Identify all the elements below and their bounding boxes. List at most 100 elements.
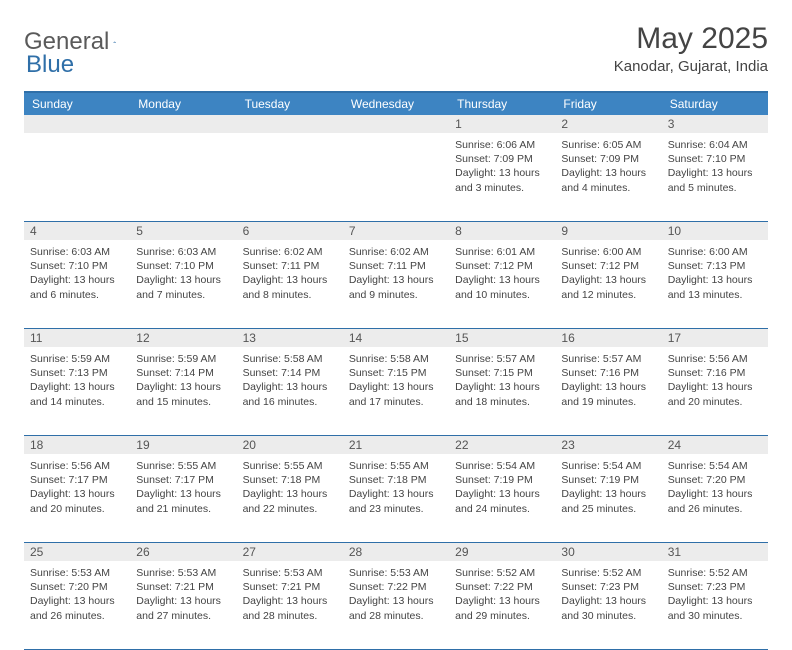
sunset-text: Sunset: 7:20 PM — [668, 473, 762, 487]
daylight-text: Daylight: 13 hours and 8 minutes. — [243, 273, 337, 301]
daylight-text: Daylight: 13 hours and 4 minutes. — [561, 166, 655, 194]
day-cell-content: Sunrise: 6:03 AMSunset: 7:10 PMDaylight:… — [30, 243, 124, 302]
sunset-text: Sunset: 7:10 PM — [136, 259, 230, 273]
date-cell: 22 — [449, 436, 555, 454]
day-cell: Sunrise: 5:52 AMSunset: 7:23 PMDaylight:… — [555, 561, 661, 649]
daylight-text: Daylight: 13 hours and 23 minutes. — [349, 487, 443, 515]
week-date-row: 123 — [24, 115, 768, 133]
date-cell — [24, 115, 130, 133]
day-cell: Sunrise: 5:59 AMSunset: 7:14 PMDaylight:… — [130, 347, 236, 435]
daylight-text: Daylight: 13 hours and 12 minutes. — [561, 273, 655, 301]
daylight-text: Daylight: 13 hours and 25 minutes. — [561, 487, 655, 515]
day-cell: Sunrise: 5:54 AMSunset: 7:19 PMDaylight:… — [449, 454, 555, 542]
date-cell: 25 — [24, 543, 130, 561]
week-date-row: 18192021222324 — [24, 436, 768, 454]
day-cell: Sunrise: 5:53 AMSunset: 7:21 PMDaylight:… — [130, 561, 236, 649]
sunset-text: Sunset: 7:17 PM — [30, 473, 124, 487]
sunset-text: Sunset: 7:18 PM — [243, 473, 337, 487]
day-cell-content: Sunrise: 6:03 AMSunset: 7:10 PMDaylight:… — [136, 243, 230, 302]
day-cell: Sunrise: 6:00 AMSunset: 7:12 PMDaylight:… — [555, 240, 661, 328]
day-cell: Sunrise: 5:53 AMSunset: 7:21 PMDaylight:… — [237, 561, 343, 649]
sunrise-text: Sunrise: 6:04 AM — [668, 138, 762, 152]
date-cell: 23 — [555, 436, 661, 454]
sunset-text: Sunset: 7:19 PM — [455, 473, 549, 487]
day-cell: Sunrise: 5:54 AMSunset: 7:20 PMDaylight:… — [662, 454, 768, 542]
date-cell: 11 — [24, 329, 130, 347]
sunrise-text: Sunrise: 5:54 AM — [561, 459, 655, 473]
sunset-text: Sunset: 7:09 PM — [455, 152, 549, 166]
date-cell: 10 — [662, 222, 768, 240]
sunset-text: Sunset: 7:23 PM — [561, 580, 655, 594]
sunrise-text: Sunrise: 5:56 AM — [30, 459, 124, 473]
day-cell-content: Sunrise: 5:58 AMSunset: 7:14 PMDaylight:… — [243, 350, 337, 409]
sunrise-text: Sunrise: 6:06 AM — [455, 138, 549, 152]
day-header-wed: Wednesday — [343, 93, 449, 115]
sunset-text: Sunset: 7:13 PM — [30, 366, 124, 380]
daylight-text: Daylight: 13 hours and 16 minutes. — [243, 380, 337, 408]
day-cell: Sunrise: 5:52 AMSunset: 7:23 PMDaylight:… — [662, 561, 768, 649]
daylight-text: Daylight: 13 hours and 9 minutes. — [349, 273, 443, 301]
date-cell: 24 — [662, 436, 768, 454]
day-cell — [343, 133, 449, 221]
sunset-text: Sunset: 7:14 PM — [243, 366, 337, 380]
daylight-text: Daylight: 13 hours and 20 minutes. — [668, 380, 762, 408]
daylight-text: Daylight: 13 hours and 14 minutes. — [30, 380, 124, 408]
sunrise-text: Sunrise: 5:58 AM — [243, 352, 337, 366]
day-cell: Sunrise: 5:55 AMSunset: 7:18 PMDaylight:… — [237, 454, 343, 542]
date-cell: 2 — [555, 115, 661, 133]
day-cell: Sunrise: 5:52 AMSunset: 7:22 PMDaylight:… — [449, 561, 555, 649]
daylight-text: Daylight: 13 hours and 15 minutes. — [136, 380, 230, 408]
day-header-sat: Saturday — [662, 93, 768, 115]
day-cell: Sunrise: 6:03 AMSunset: 7:10 PMDaylight:… — [24, 240, 130, 328]
sunrise-text: Sunrise: 6:01 AM — [455, 245, 549, 259]
date-cell — [343, 115, 449, 133]
daylight-text: Daylight: 13 hours and 3 minutes. — [455, 166, 549, 194]
daylight-text: Daylight: 13 hours and 6 minutes. — [30, 273, 124, 301]
sunrise-text: Sunrise: 6:03 AM — [30, 245, 124, 259]
daylight-text: Daylight: 13 hours and 13 minutes. — [668, 273, 762, 301]
weeks-container: 123Sunrise: 6:06 AMSunset: 7:09 PMDaylig… — [24, 115, 768, 650]
date-cell: 21 — [343, 436, 449, 454]
date-cell: 27 — [237, 543, 343, 561]
daylight-text: Daylight: 13 hours and 27 minutes. — [136, 594, 230, 622]
daylight-text: Daylight: 13 hours and 5 minutes. — [668, 166, 762, 194]
daylight-text: Daylight: 13 hours and 19 minutes. — [561, 380, 655, 408]
date-cell: 4 — [24, 222, 130, 240]
sunrise-text: Sunrise: 5:57 AM — [561, 352, 655, 366]
day-cell-content: Sunrise: 6:01 AMSunset: 7:12 PMDaylight:… — [455, 243, 549, 302]
sunset-text: Sunset: 7:13 PM — [668, 259, 762, 273]
day-cell — [237, 133, 343, 221]
day-cell-content: Sunrise: 6:05 AMSunset: 7:09 PMDaylight:… — [561, 136, 655, 195]
day-cell-content: Sunrise: 5:53 AMSunset: 7:21 PMDaylight:… — [136, 564, 230, 623]
day-cell: Sunrise: 5:53 AMSunset: 7:20 PMDaylight:… — [24, 561, 130, 649]
sunrise-text: Sunrise: 5:59 AM — [136, 352, 230, 366]
date-cell: 26 — [130, 543, 236, 561]
day-cell: Sunrise: 6:00 AMSunset: 7:13 PMDaylight:… — [662, 240, 768, 328]
day-cell: Sunrise: 5:55 AMSunset: 7:17 PMDaylight:… — [130, 454, 236, 542]
sunset-text: Sunset: 7:16 PM — [668, 366, 762, 380]
daylight-text: Daylight: 13 hours and 26 minutes. — [668, 487, 762, 515]
day-cell-content: Sunrise: 5:55 AMSunset: 7:18 PMDaylight:… — [243, 457, 337, 516]
sunrise-text: Sunrise: 6:03 AM — [136, 245, 230, 259]
week-date-row: 11121314151617 — [24, 329, 768, 347]
date-cell: 19 — [130, 436, 236, 454]
day-cell-content: Sunrise: 5:53 AMSunset: 7:20 PMDaylight:… — [30, 564, 124, 623]
week-date-row: 45678910 — [24, 222, 768, 240]
daylight-text: Daylight: 13 hours and 17 minutes. — [349, 380, 443, 408]
sunset-text: Sunset: 7:21 PM — [243, 580, 337, 594]
date-cell: 18 — [24, 436, 130, 454]
sunset-text: Sunset: 7:17 PM — [136, 473, 230, 487]
sunrise-text: Sunrise: 5:55 AM — [136, 459, 230, 473]
date-cell: 7 — [343, 222, 449, 240]
day-cell-content: Sunrise: 5:59 AMSunset: 7:14 PMDaylight:… — [136, 350, 230, 409]
day-header-mon: Monday — [130, 93, 236, 115]
week-row: Sunrise: 5:59 AMSunset: 7:13 PMDaylight:… — [24, 347, 768, 436]
daylight-text: Daylight: 13 hours and 24 minutes. — [455, 487, 549, 515]
date-cell: 5 — [130, 222, 236, 240]
day-cell-content: Sunrise: 5:53 AMSunset: 7:21 PMDaylight:… — [243, 564, 337, 623]
sunset-text: Sunset: 7:10 PM — [668, 152, 762, 166]
sunset-text: Sunset: 7:22 PM — [349, 580, 443, 594]
sunset-text: Sunset: 7:18 PM — [349, 473, 443, 487]
day-cell-content: Sunrise: 5:57 AMSunset: 7:16 PMDaylight:… — [561, 350, 655, 409]
daylight-text: Daylight: 13 hours and 7 minutes. — [136, 273, 230, 301]
